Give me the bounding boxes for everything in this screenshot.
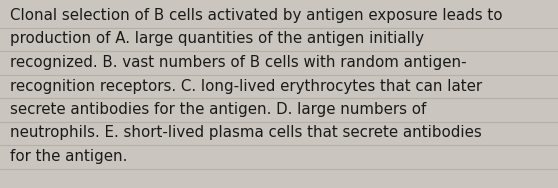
- Text: Clonal selection of B cells activated by antigen exposure leads to: Clonal selection of B cells activated by…: [10, 8, 503, 23]
- Text: for the antigen.: for the antigen.: [10, 149, 127, 164]
- Text: recognized. B. vast numbers of B cells with random antigen-: recognized. B. vast numbers of B cells w…: [10, 55, 466, 70]
- Text: production of A. large quantities of the antigen initially: production of A. large quantities of the…: [10, 32, 424, 46]
- Text: secrete antibodies for the antigen. D. large numbers of: secrete antibodies for the antigen. D. l…: [10, 102, 426, 117]
- Text: recognition receptors. C. long-lived erythrocytes that can later: recognition receptors. C. long-lived ery…: [10, 79, 482, 93]
- Text: neutrophils. E. short-lived plasma cells that secrete antibodies: neutrophils. E. short-lived plasma cells…: [10, 126, 482, 140]
